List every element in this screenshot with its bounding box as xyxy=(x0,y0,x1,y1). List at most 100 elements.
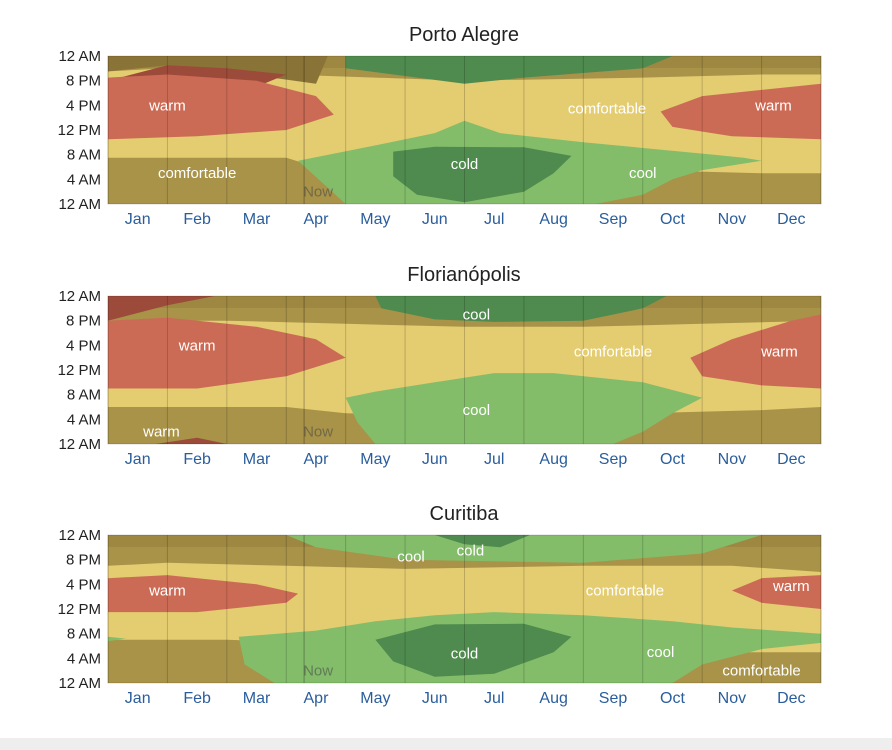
x-tick-label-may: May xyxy=(360,690,390,707)
x-tick-label-aug: Aug xyxy=(539,211,567,228)
zone-label-cold: cold xyxy=(451,645,479,662)
zone-label-comfortable: comfortable xyxy=(722,663,800,680)
y-tick-label: 8 PM xyxy=(66,313,101,330)
zone-label-cool: cool xyxy=(629,165,657,182)
zone-label-warm: warm xyxy=(760,344,798,361)
x-tick-label-jun: Jun xyxy=(422,690,448,707)
x-tick-label-may: May xyxy=(360,211,390,228)
x-tick-label-oct: Oct xyxy=(660,690,685,707)
zone-region-1 xyxy=(108,296,215,321)
y-tick-label: 12 PM xyxy=(58,601,101,618)
zone-label-cold: cold xyxy=(451,156,479,173)
zone-label-warm: warm xyxy=(148,97,186,114)
now-marker-label: Now xyxy=(303,424,333,441)
chart-porto-alegre: Porto Alegre Now 12 AM 8 PM 4 PM 12 PM 8 AM 4 A… xyxy=(0,12,892,252)
y-tick-label: 8 PM xyxy=(66,73,101,90)
chart-curitiba: Curitiba Now 12 AM 8 PM 4 PM 12 PM 8 AM 4 AM 12 … xyxy=(0,491,892,731)
y-tick-label: 12 AM xyxy=(58,196,101,213)
page-footer-bar xyxy=(0,738,892,750)
plot-border xyxy=(107,55,822,205)
x-tick-label-jun: Jun xyxy=(422,451,448,468)
chart-title: Florianópolis xyxy=(407,264,520,286)
x-tick-label-dec: Dec xyxy=(777,211,805,228)
x-tick-label-nov: Nov xyxy=(718,451,746,468)
x-tick-label-jan: Jan xyxy=(125,451,151,468)
zone-region-3 xyxy=(286,535,762,563)
x-tick-label-oct: Oct xyxy=(660,211,685,228)
y-tick-label: 8 PM xyxy=(66,552,101,569)
zone-region-5 xyxy=(345,56,673,84)
zone-region-3 xyxy=(108,74,334,140)
zone-region-7 xyxy=(393,146,572,203)
zone-region-5 xyxy=(345,373,703,444)
x-tick-label-mar: Mar xyxy=(243,211,271,228)
zone-label-comfortable: comfortable xyxy=(568,100,646,117)
x-tick-label-mar: Mar xyxy=(243,690,271,707)
x-tick-label-aug: Aug xyxy=(539,690,567,707)
x-tick-label-apr: Apr xyxy=(304,690,330,707)
zone-label-cool: cool xyxy=(397,549,425,566)
y-tick-label: 4 AM xyxy=(67,171,101,188)
zone-label-cool: cool xyxy=(647,644,675,661)
zone-label-cool: cool xyxy=(463,402,491,419)
zone-label-warm: warm xyxy=(142,424,180,441)
x-tick-label-sep: Sep xyxy=(599,211,628,228)
zone-region-1 xyxy=(108,575,299,613)
now-marker-label: Now xyxy=(303,184,333,201)
zone-region-4 xyxy=(434,535,530,548)
x-tick-label-apr: Apr xyxy=(304,211,330,228)
zone-label-comfortable: comfortable xyxy=(158,165,236,182)
x-tick-label-jun: Jun xyxy=(422,211,448,228)
y-tick-label: 4 PM xyxy=(66,337,101,354)
x-tick-label-may: May xyxy=(360,451,390,468)
y-tick-label: 12 AM xyxy=(58,675,101,692)
x-tick-label-sep: Sep xyxy=(599,451,628,468)
zone-region-2 xyxy=(108,317,346,389)
y-tick-label: 12 AM xyxy=(58,288,101,305)
x-tick-label-feb: Feb xyxy=(183,690,211,707)
y-tick-label: 12 AM xyxy=(58,436,101,453)
x-tick-label-feb: Feb xyxy=(183,211,211,228)
x-tick-label-dec: Dec xyxy=(777,451,805,468)
y-tick-label: 12 AM xyxy=(58,527,101,544)
x-tick-label-jul: Jul xyxy=(484,211,504,228)
zone-region-4 xyxy=(375,296,667,322)
zone-label-comfortable: comfortable xyxy=(574,344,652,361)
zone-label-cool: cool xyxy=(463,307,491,324)
x-tick-label-jul: Jul xyxy=(484,690,504,707)
y-tick-label: 4 PM xyxy=(66,97,101,114)
y-tick-label: 12 AM xyxy=(58,48,101,65)
x-tick-label-mar: Mar xyxy=(243,451,271,468)
x-tick-label-sep: Sep xyxy=(599,690,628,707)
zone-label-cold: cold xyxy=(457,542,485,559)
zone-region-7 xyxy=(108,636,126,642)
zone-label-warm: warm xyxy=(772,578,810,595)
x-tick-label-jul: Jul xyxy=(484,451,504,468)
x-tick-label-aug: Aug xyxy=(539,451,567,468)
chart-title: Porto Alegre xyxy=(409,24,519,46)
y-tick-label: 8 AM xyxy=(67,626,101,643)
zone-region-3 xyxy=(690,314,821,389)
plot-border xyxy=(107,534,822,684)
x-tick-label-jan: Jan xyxy=(125,690,151,707)
zone-label-comfortable: comfortable xyxy=(586,583,664,600)
y-tick-label: 12 PM xyxy=(58,122,101,139)
zone-label-warm: warm xyxy=(754,97,792,114)
y-tick-label: 4 AM xyxy=(67,411,101,428)
chart-svg-porto-alegre: Porto Alegre Now 12 AM 8 PM 4 PM 12 PM 8 AM 4 A… xyxy=(58,24,822,228)
zone-region-6 xyxy=(155,437,227,444)
y-tick-label: 8 AM xyxy=(67,147,101,164)
y-tick-label: 4 AM xyxy=(67,650,101,667)
chart-svg-florianopolis: Florianópolis Now 12 AM 8 PM 4 PM 12 PM 8 AM 4 … xyxy=(58,264,822,468)
x-tick-label-nov: Nov xyxy=(718,211,746,228)
x-tick-label-dec: Dec xyxy=(777,690,805,707)
chart-svg-curitiba: Curitiba Now 12 AM 8 PM 4 PM 12 PM 8 AM 4 AM 12 … xyxy=(58,503,822,707)
x-tick-label-nov: Nov xyxy=(718,690,746,707)
chart-florianopolis: Florianópolis Now 12 AM 8 PM 4 PM 12 PM 8 AM 4 … xyxy=(0,252,892,492)
x-tick-label-feb: Feb xyxy=(183,451,211,468)
zone-region-4 xyxy=(660,83,821,140)
chart-title: Curitiba xyxy=(430,503,500,525)
zone-label-warm: warm xyxy=(148,583,186,600)
x-tick-label-jan: Jan xyxy=(125,211,151,228)
y-tick-label: 8 AM xyxy=(67,387,101,404)
